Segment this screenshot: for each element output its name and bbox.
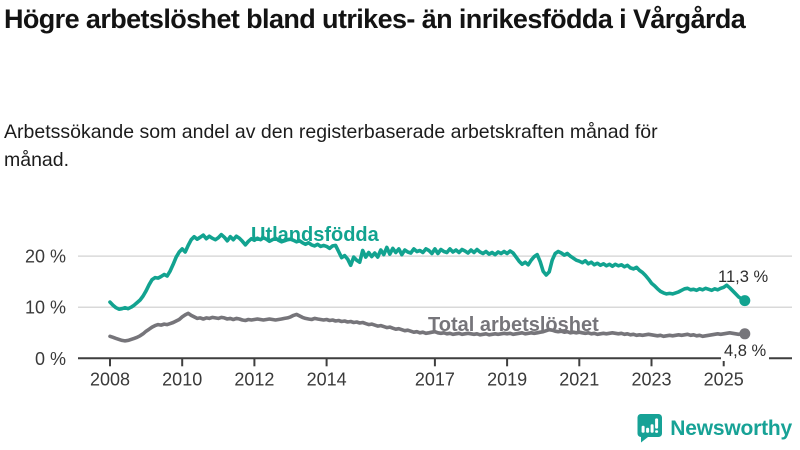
end-value-total: 4,8 % [721,342,770,361]
series-end-dot-1 [739,328,751,340]
series-label-utlandsfodda: Utlandsfödda [251,224,379,246]
y-tick-label: 10 % [25,298,66,318]
series-label-total-arbetsloshet: Total arbetslöshet [428,314,599,336]
x-tick-label: 2008 [90,369,130,389]
x-tick-label: 2019 [487,369,527,389]
y-tick-label: 0 % [35,349,66,369]
x-tick-label: 2021 [559,369,599,389]
series-end-dot-0 [739,295,751,307]
newsworthy-bar-chart-bubble-icon [637,414,663,443]
x-tick-label: 2014 [307,369,347,389]
newsworthy-wordmark: Newsworthy [670,416,792,440]
end-value-utlandsfodda: 11,3 % [718,268,769,286]
x-tick-label: 2012 [234,369,274,389]
x-tick-label: 2025 [704,369,744,389]
series-line-0 [108,232,747,312]
chart-subtitle: Arbetssökande som andel av den registerb… [4,121,658,172]
x-tick-label: 2010 [162,369,202,389]
y-tick-label: 20 % [25,247,66,267]
x-tick-label: 2023 [631,369,671,389]
chart-title: Högre arbetslöshet bland utrikes- än inr… [4,4,746,34]
x-tick-label: 2017 [415,369,455,389]
series-line-1 [108,311,747,343]
newsworthy-logo[interactable]: Newsworthy [637,414,792,443]
